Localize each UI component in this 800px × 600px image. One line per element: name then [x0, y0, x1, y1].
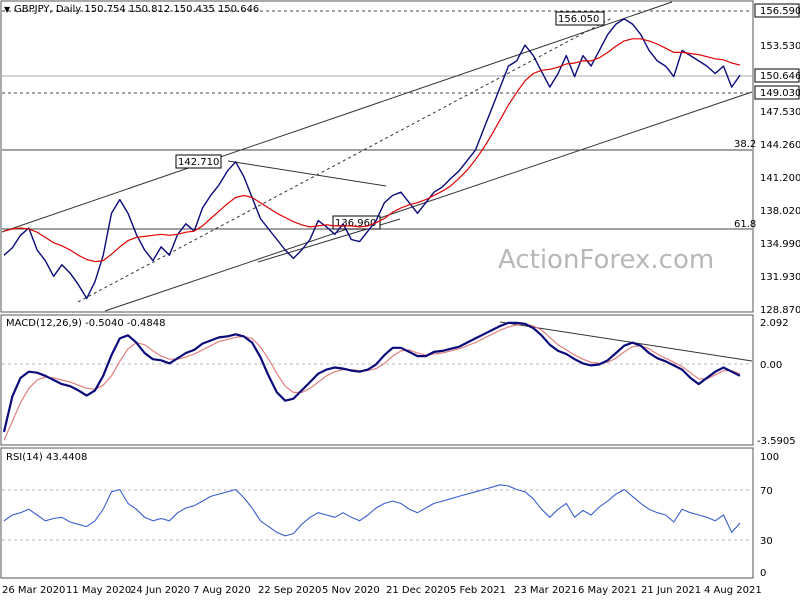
rsi-tick: 100	[760, 452, 779, 463]
x-tick: 7 Aug 2020	[193, 585, 251, 596]
price-tick: 138.020	[760, 206, 800, 217]
macd-panel-title: MACD(12,26,9) -0.5040 -0.4848	[6, 318, 166, 329]
x-tick: 5 Feb 2021	[450, 585, 506, 596]
x-tick: 5 Nov 2020	[322, 585, 380, 596]
rsi-tick: 0	[760, 568, 766, 579]
price-y-axis: 156.590 153.530 150.646 149.030 147.530 …	[754, 3, 800, 316]
price-tick: 144.260	[760, 140, 800, 151]
price-tick: 156.590	[760, 6, 800, 17]
channel-upper	[1, 1, 673, 233]
price-series-line	[3, 18, 741, 300]
price-tick: 128.870	[760, 305, 800, 316]
macd-signal-line	[3, 323, 741, 441]
rsi-line	[3, 484, 741, 537]
price-panel	[0, 0, 754, 313]
rsi-tick: 70	[760, 486, 773, 497]
collapse-triangle-icon[interactable]: ▼	[4, 5, 11, 14]
price-tick: 149.030	[760, 88, 800, 99]
price-tick: 147.530	[760, 107, 800, 118]
watermark: ActionForex.com	[498, 245, 714, 275]
x-tick: 21 Dec 2020	[386, 585, 450, 596]
macd-panel	[0, 314, 754, 446]
price-panel-title: GBPJPY, Daily 150.754 150.812 150.435 15…	[14, 4, 259, 15]
fib-label-61: 61.8	[734, 219, 756, 230]
price-tick: 131.930	[760, 272, 800, 283]
price-tick: 150.646	[760, 71, 800, 82]
x-tick: 24 Jun 2020	[130, 585, 190, 596]
price-tick: 134.990	[760, 239, 800, 250]
x-tick: 21 Jun 2021	[641, 585, 701, 596]
x-tick: 11 May 2020	[66, 585, 131, 596]
label-box-142710	[175, 154, 222, 169]
rsi-panel-title: RSI(14) 43.4408	[6, 452, 87, 463]
label-box-156050	[555, 11, 605, 26]
fib-label-38: 38.2	[734, 139, 756, 150]
triangle-upper	[227, 160, 387, 187]
rsi-tick: 30	[760, 536, 773, 547]
x-tick: 22 Sep 2020	[258, 585, 321, 596]
price-tick-box-current	[754, 68, 800, 83]
label-136960: 136.960	[335, 218, 376, 229]
moving-average-line	[3, 38, 741, 263]
rsi-y-axis: 100 70 30 0	[760, 452, 779, 579]
label-142710: 142.710	[178, 157, 219, 168]
price-series-layer	[3, 18, 741, 300]
channel-lower	[104, 91, 753, 312]
macd-trendline	[499, 321, 753, 362]
x-tick: 4 Aug 2021	[704, 585, 762, 596]
x-tick: 23 Mar 2021	[514, 585, 577, 596]
price-tick: 153.530	[760, 41, 800, 52]
macd-tick: -3.5905	[757, 436, 796, 447]
x-tick: 26 Mar 2020	[2, 585, 65, 596]
macd-y-axis: 2.092 0.00 -3.5905	[757, 318, 796, 447]
macd-tick: 2.092	[760, 318, 789, 329]
price-tick-box-149	[754, 85, 800, 100]
label-156050: 156.050	[558, 14, 599, 25]
rsi-series-layer	[3, 484, 741, 537]
macd-tick: 0.00	[760, 360, 782, 371]
x-axis: 26 Mar 2020 11 May 2020 24 Jun 2020 7 Au…	[2, 585, 762, 596]
rsi-panel	[0, 447, 754, 579]
channel-mid-dashed	[77, 17, 613, 303]
price-tick-box-top	[754, 3, 800, 18]
ma-series-layer	[3, 38, 741, 263]
macd-series-layer	[2, 321, 741, 441]
macd-line	[2, 321, 741, 433]
price-tick: 141.200	[760, 173, 800, 184]
x-tick: 6 May 2021	[578, 585, 637, 596]
